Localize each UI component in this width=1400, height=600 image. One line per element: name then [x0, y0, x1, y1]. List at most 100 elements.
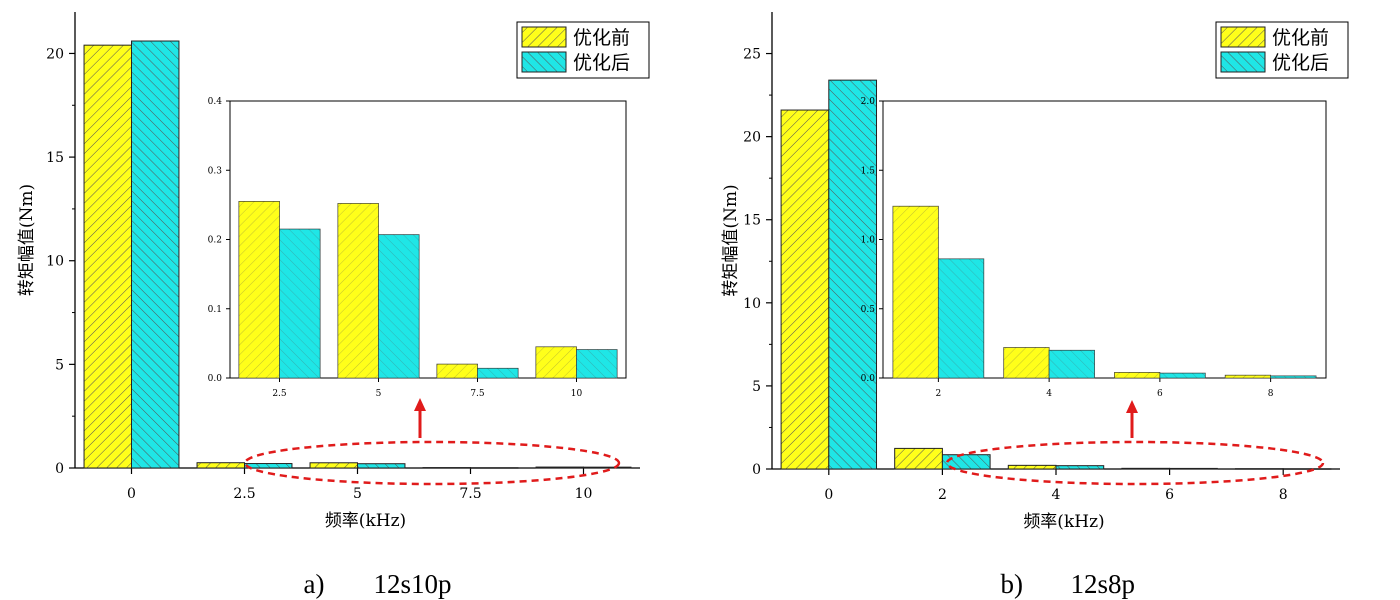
- caption-b: b) 12s8p: [987, 538, 1136, 600]
- inset-bar-hatch: [576, 349, 618, 378]
- inset-bar-hatch: [337, 203, 379, 378]
- legend-swatch-after: [521, 51, 567, 73]
- inset-x-tick-label: 2.5: [272, 389, 287, 399]
- inset-x-tick-label: 5: [376, 389, 382, 399]
- bar-before: [1007, 464, 1057, 470]
- bar-before: [309, 462, 359, 469]
- caption-b-label: b): [1000, 569, 1024, 599]
- inset-bar-hatch: [1159, 373, 1206, 378]
- inset-bar-hatch: [1049, 350, 1095, 378]
- bar-after: [1282, 468, 1332, 470]
- bar-before: [83, 44, 132, 469]
- legend-swatch-after: [1220, 51, 1266, 73]
- inset-chart: 0.0 0.5 1.0 1.5 2.0 2 4 6 8: [861, 97, 1327, 399]
- x-tick-label: 8: [1279, 487, 1288, 503]
- annotation-arrow-head: [414, 398, 426, 411]
- inset-bar-hatch: [238, 201, 280, 378]
- legend-label: 优化后: [1272, 52, 1329, 74]
- x-tick-label: 4: [1052, 487, 1061, 503]
- inset-y-tick-label: 0.4: [208, 97, 223, 107]
- legend-swatch-before: [1220, 26, 1266, 48]
- legend-swatch-before: [521, 26, 567, 48]
- annotation-arrow-head: [1126, 400, 1138, 413]
- x-axis-title: 频率(kHz): [325, 511, 406, 531]
- y-tick-label: 15: [46, 150, 64, 166]
- inset-bar-hatch: [279, 229, 321, 378]
- x-tick-label: 2: [938, 487, 947, 503]
- x-tick-label: 0: [127, 486, 136, 502]
- y-tick-label: 0: [55, 461, 64, 477]
- bar-before: [1121, 467, 1171, 470]
- y-axis-title: 转矩幅值(Nm): [17, 184, 37, 296]
- y-tick-label: 5: [55, 357, 64, 373]
- x-tick-label: 7.5: [459, 486, 481, 502]
- inset-bar-hatch: [892, 206, 939, 378]
- inset-y-tick-label: 1.0: [861, 236, 876, 246]
- legend-label: 优化前: [1272, 27, 1329, 49]
- highlight-ellipse: [945, 440, 1325, 486]
- y-tick-label: 15: [743, 213, 761, 229]
- inset-bar-hatch: [1225, 375, 1271, 378]
- bar-before: [894, 447, 943, 470]
- inset-y-tick-label: 0.5: [861, 305, 876, 315]
- inset-chart: 0.0 0.1 0.2 0.3 0.4 2.5 5 7.5 10: [208, 97, 627, 399]
- bar-after: [131, 40, 180, 469]
- inset-x-tick-label: 6: [1157, 389, 1163, 399]
- caption-a-label: a): [303, 569, 325, 599]
- inset-bar-hatch: [1003, 347, 1050, 378]
- inset-y-tick-label: 0.1: [208, 305, 222, 315]
- x-tick-label: 0: [824, 487, 833, 503]
- bar-after: [1055, 465, 1105, 470]
- inset-y-tick-label: 0.3: [208, 166, 223, 176]
- bar-before: [1234, 468, 1284, 470]
- y-tick-label: 10: [46, 254, 64, 270]
- inset-bar-hatch: [1270, 375, 1317, 378]
- inset-x-tick-label: 2: [936, 389, 942, 399]
- legend-label: 优化前: [573, 27, 630, 49]
- y-axis-title: 转矩幅值(Nm): [721, 184, 741, 296]
- inset-bar-hatch: [1114, 372, 1160, 378]
- inset-x-tick-label: 7.5: [470, 389, 485, 399]
- caption-b-text: 12s8p: [1070, 569, 1136, 599]
- y-tick-label: 5: [752, 379, 761, 395]
- bar-after: [828, 79, 878, 470]
- caption-a: a) 12s10p: [290, 538, 452, 600]
- bar-before: [196, 462, 245, 469]
- legend-label: 优化后: [573, 52, 630, 74]
- x-axis-title: 频率(kHz): [1023, 512, 1104, 532]
- bar-after: [941, 454, 991, 470]
- highlight-ellipse: [243, 440, 621, 486]
- bar-after: [1169, 467, 1218, 470]
- x-tick-label: 2.5: [233, 486, 255, 502]
- inset-y-tick-label: 1.5: [861, 166, 876, 176]
- bar-after: [244, 463, 293, 469]
- x-tick-label: 5: [353, 486, 362, 502]
- bar-after: [583, 466, 632, 469]
- inset-x-tick-label: 8: [1268, 389, 1274, 399]
- inset-bar-hatch: [378, 234, 420, 378]
- caption-a-text: 12s10p: [373, 569, 452, 599]
- inset-y-tick-label: 2.0: [861, 97, 876, 107]
- inset-x-tick-label: 4: [1046, 389, 1052, 399]
- y-tick-label: 20: [743, 130, 761, 146]
- bar-after: [470, 467, 519, 469]
- y-tick-label: 20: [46, 46, 64, 62]
- inset-y-tick-label: 0.0: [208, 374, 223, 384]
- y-tick-label: 10: [743, 296, 761, 312]
- inset-y-tick-label: 0.0: [861, 374, 876, 384]
- x-tick-label: 10: [575, 486, 593, 502]
- bar-after: [357, 463, 406, 469]
- bar-before: [535, 466, 584, 469]
- bar-before: [780, 109, 830, 470]
- inset-y-tick-label: 0.2: [208, 236, 222, 246]
- inset-bar-hatch: [535, 346, 577, 378]
- y-tick-label: 25: [743, 47, 761, 63]
- inset-bar-hatch: [477, 368, 519, 378]
- inset-bar-hatch: [938, 258, 984, 378]
- inset-x-tick-label: 10: [571, 389, 583, 399]
- inset-bar-hatch: [436, 364, 478, 378]
